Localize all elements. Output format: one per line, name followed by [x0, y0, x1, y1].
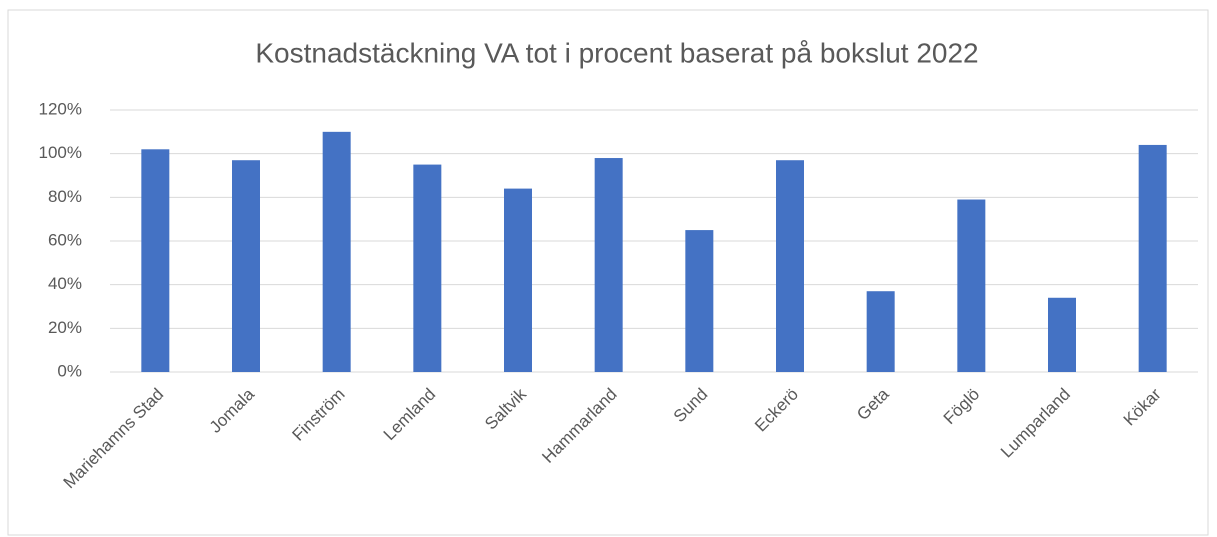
chart-title: Kostnadstäckning VA tot i procent basera… [255, 37, 978, 68]
bar [594, 158, 623, 372]
y-tick-label: 100% [39, 143, 82, 162]
y-tick-label: 40% [48, 274, 82, 293]
bar [866, 291, 895, 372]
bar [776, 160, 804, 372]
y-tick-label: 80% [48, 187, 82, 206]
bar [504, 188, 532, 372]
bar [1048, 297, 1076, 372]
y-tick-label: 20% [48, 318, 82, 337]
bar [957, 199, 986, 372]
bar [322, 131, 351, 372]
bar [141, 149, 170, 372]
bar [232, 160, 260, 372]
bar [413, 164, 442, 372]
y-tick-label: 0% [57, 361, 82, 380]
bar [685, 230, 714, 372]
bar [1138, 144, 1167, 372]
y-tick-label: 60% [48, 230, 82, 249]
y-tick-label: 120% [39, 99, 82, 118]
